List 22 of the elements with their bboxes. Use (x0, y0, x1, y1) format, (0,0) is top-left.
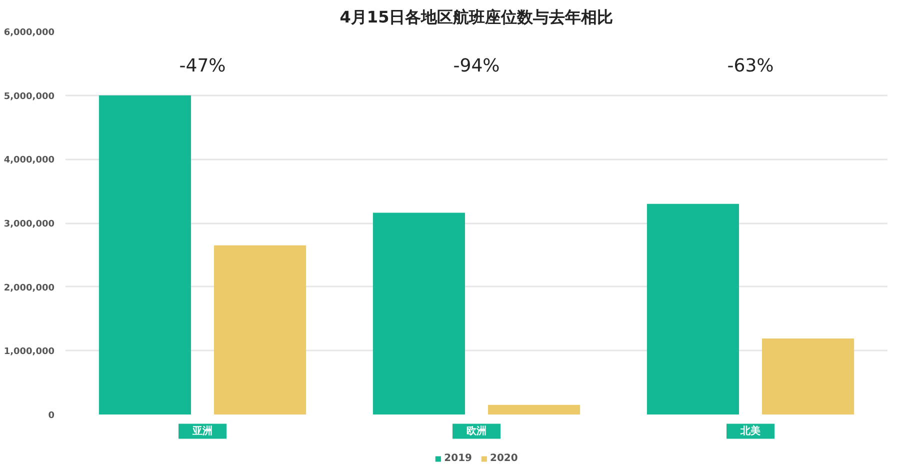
bar (214, 245, 306, 414)
y-tick-label: 0 (48, 411, 55, 421)
x-tick-label: 北美 (740, 424, 760, 437)
annotation: -47% (179, 55, 226, 76)
y-tick-label: 1,000,000 (4, 347, 55, 358)
bar (372, 212, 465, 414)
y-tick-label: 3,000,000 (4, 220, 55, 230)
bar (98, 95, 191, 414)
chart-title: 4月15日各地区航班座位数与去年相比 (340, 8, 614, 26)
y-tick-label: 4,000,000 (4, 156, 55, 166)
legend-label: 2019 (444, 452, 472, 464)
bar (762, 338, 854, 414)
bar (488, 404, 580, 414)
y-tick-label: 2,000,000 (4, 283, 55, 294)
bar (646, 204, 739, 414)
y-tick-label: 5,000,000 (4, 92, 55, 102)
legend-label: 2020 (490, 452, 518, 464)
x-tick-label: 亚洲 (192, 424, 212, 437)
y-tick-label: 6,000,000 (4, 28, 55, 38)
annotation: -94% (453, 55, 500, 76)
x-tick-label: 欧洲 (466, 424, 486, 437)
annotation: -63% (727, 55, 774, 76)
